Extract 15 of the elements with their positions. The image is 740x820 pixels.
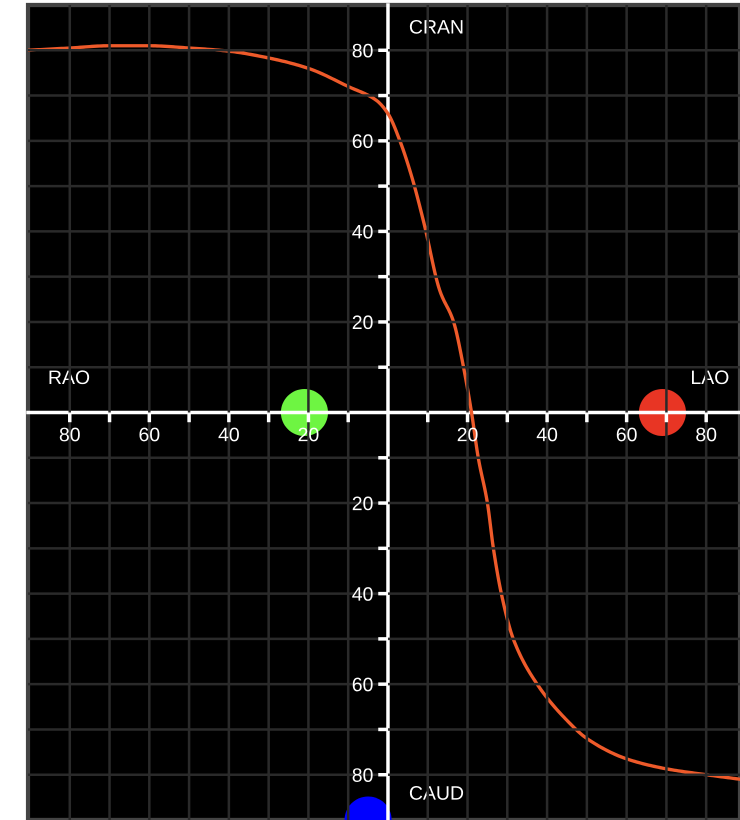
- y-tick-label: 60: [352, 134, 373, 148]
- y-tick-label: 80: [352, 44, 373, 58]
- x-tick-label: 80: [696, 428, 716, 442]
- annotation: CRAN: [410, 20, 462, 34]
- x-tick-label: 60: [139, 428, 160, 442]
- x-tick-label: 40: [536, 428, 558, 442]
- x-tick-label: 80: [60, 428, 80, 442]
- x-tick-label: 40: [218, 428, 239, 442]
- y-tick-label: 40: [352, 587, 373, 601]
- y-tick-label: 60: [352, 678, 373, 692]
- y-tick-label: 80: [352, 768, 373, 782]
- y-tick-label: 20: [352, 315, 373, 330]
- x-tick-label: 60: [616, 428, 637, 442]
- y-tick-label: 20: [352, 496, 373, 510]
- y-tick-label: 40: [352, 224, 373, 239]
